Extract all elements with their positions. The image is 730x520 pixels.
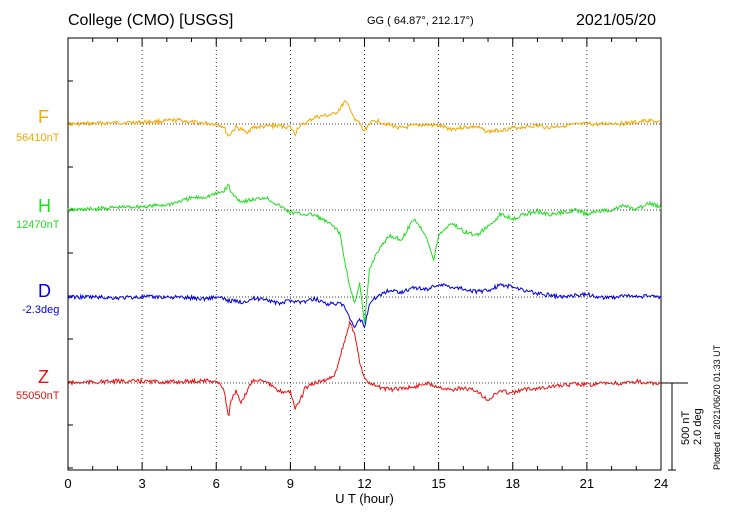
x-tick-label: 3 — [139, 476, 146, 491]
scale-deg: 2.0 deg — [692, 408, 704, 445]
series-line-f — [67, 99, 662, 137]
x-tick-label: 24 — [654, 476, 668, 491]
x-tick-label: 18 — [506, 476, 520, 491]
series-line-z — [67, 319, 662, 417]
series-label-z: Z — [38, 367, 49, 387]
series-baseline-f: 56410nT — [16, 132, 60, 144]
series-line-d — [67, 283, 662, 329]
series-baseline-d: -2.3deg — [22, 304, 60, 316]
x-tick-label: 0 — [64, 476, 71, 491]
x-tick-label: 12 — [357, 476, 371, 491]
plotted-timestamp: Plotted at 2021/06/20 01:33 UT — [712, 344, 722, 470]
chart-title: College (CMO) [USGS] — [68, 12, 234, 29]
x-tick-label: 15 — [431, 476, 445, 491]
series-baseline-z: 55050nT — [16, 390, 60, 402]
x-axis-label: U T (hour) — [335, 491, 394, 506]
chart-date: 2021/05/20 — [576, 12, 657, 29]
x-tick-label: 6 — [213, 476, 220, 491]
x-tick-label: 9 — [287, 476, 294, 491]
series-label-h: H — [38, 196, 51, 216]
series-label-f: F — [38, 107, 49, 127]
station-coordinates: GG ( 64.87°, 212.17°) — [367, 15, 474, 27]
scale-bar-label: 500 nT 2.0 deg — [680, 408, 704, 445]
series-label-d: D — [38, 281, 51, 301]
series-baseline-h: 12470nT — [16, 219, 60, 231]
series-line-h — [67, 183, 662, 324]
scale-nt: 500 nT — [680, 410, 692, 445]
x-tick-label: 21 — [580, 476, 594, 491]
